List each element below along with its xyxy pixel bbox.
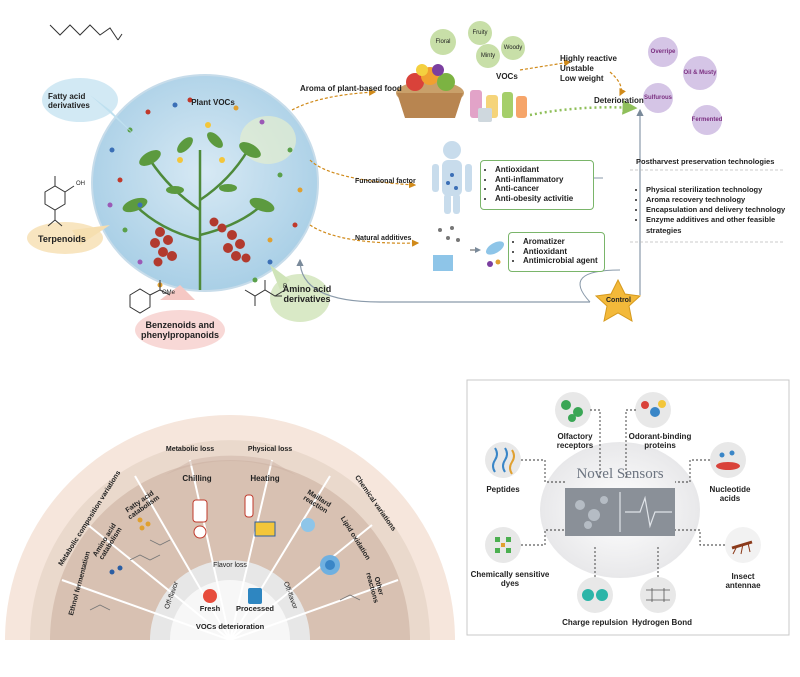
voc-bubble-woody: Woody	[503, 45, 523, 51]
vocs-deterioration-label: VOCs deterioration	[195, 622, 265, 631]
voc-bubble-floral: Floral	[435, 39, 451, 45]
segment-chilling: Chilling	[182, 474, 212, 483]
control-star	[594, 278, 642, 322]
postharvest-list: Physical sterilization technology Aroma …	[636, 185, 788, 236]
fan-diagram	[5, 415, 455, 641]
fatty-acid-label: Fatty acid derivatives	[48, 92, 90, 111]
property-low-weight: Low weight	[560, 74, 604, 83]
metabolic-loss-label: Metabolic loss	[165, 446, 215, 453]
sensor-hbond: Hydrogen Bond	[632, 618, 692, 627]
postharvest-title: Postharvest preservation technologies	[636, 157, 775, 166]
oh-label: OH	[76, 181, 85, 187]
det-bubble-overripe: Overripe	[650, 49, 676, 55]
plant-vocs-label: Plant VOCs	[191, 98, 235, 107]
additive-item: Antimicrobial agent	[523, 256, 604, 266]
det-bubble-sulfurous: Sulfurous	[644, 95, 672, 101]
physical-loss-label: Physical loss	[247, 446, 293, 453]
functional-arrow-label: Funcational factor	[355, 178, 416, 185]
deterioration-label: Deterioration	[594, 96, 644, 105]
food-basket-illustration	[396, 64, 527, 122]
sensor-obp: Odorant-binding proteins	[628, 432, 692, 450]
additives-arrow-label: Natural additives	[355, 235, 412, 242]
functional-item: Anti-cancer	[495, 184, 593, 194]
additive-item: Aromatizer	[523, 237, 604, 247]
plant-illustration	[134, 149, 263, 290]
property-unstable: Unstable	[560, 64, 594, 73]
terpenoids-label: Terpenoids	[38, 234, 86, 244]
postharvest-item: Enzyme additives and other feasible stra…	[646, 215, 788, 235]
vocs-label: VOCs	[496, 72, 518, 81]
sensor-antennae: Insect antennae	[725, 572, 761, 590]
sensors-title: Novel Sensors	[576, 466, 664, 482]
postharvest-item: Physical sterilization technology	[646, 185, 788, 195]
voc-bubble-fruity: Fruity	[472, 30, 488, 36]
aroma-arrow-label: Aroma of plant-based food	[300, 84, 402, 93]
additives-box: Aromatizer Antioxidant Antimicrobial age…	[508, 232, 605, 272]
property-reactive: Highly reactive	[560, 54, 617, 63]
postharvest-item: Encapsulation and delivery technology	[646, 205, 788, 215]
functional-box: Antioxidant Anti-inflammatory Anti-cance…	[480, 160, 594, 210]
det-bubble-oil-musty: Oil & Musty	[683, 70, 717, 76]
control-label: Control	[606, 297, 631, 304]
human-figure	[432, 141, 472, 214]
segment-heating: Heating	[250, 474, 280, 483]
plant-voc-blob	[91, 74, 319, 292]
amino-acid-label: Amino acid derivatives	[282, 284, 332, 305]
det-bubble-fermented: Fermented	[691, 117, 723, 123]
sensor-dyes: Chemically sensitive dyes	[470, 570, 550, 588]
processed-label: Processed	[236, 604, 274, 613]
ome-label: OMe	[162, 290, 176, 296]
r-label: R	[283, 284, 288, 290]
sensor-olfactory: Olfactory receptors	[556, 432, 594, 450]
sensor-charge: Charge repulsion	[562, 618, 628, 627]
benzenoids-label: Benzenoids and phenylpropanoids	[140, 320, 219, 341]
sensor-nucleotide: Nucleotide acids	[709, 485, 751, 503]
postharvest-item: Aroma recovery technology	[646, 195, 788, 205]
additive-item: Antioxidant	[523, 247, 604, 257]
sensor-peptides: Peptides	[486, 485, 520, 494]
functional-item: Anti-inflammatory	[495, 175, 593, 185]
fresh-label: Fresh	[199, 604, 221, 613]
voc-bubble-minty: Minty	[480, 53, 496, 59]
flavor-loss-label: Flavor loss	[213, 562, 247, 569]
additives-illustration	[433, 226, 505, 271]
functional-item: Antioxidant	[495, 165, 593, 175]
functional-item: Anti-obesity activitie	[495, 194, 593, 204]
